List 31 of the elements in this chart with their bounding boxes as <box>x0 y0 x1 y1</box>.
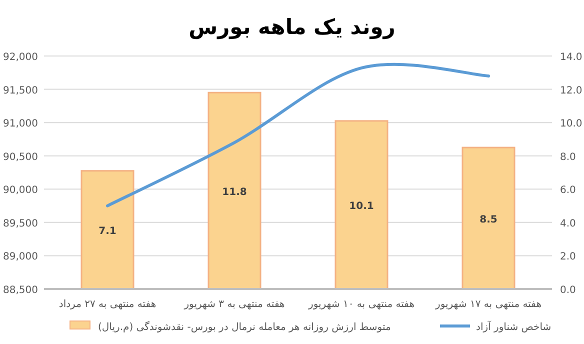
chart-title: روند یک ماهه بورس <box>188 15 396 40</box>
y2-tick-label: 0.0 <box>560 285 576 296</box>
y-tick-label: 88,500 <box>3 285 38 296</box>
y-tick-label: 89,500 <box>3 218 38 230</box>
y2-tick-label: 2.0 <box>560 252 576 263</box>
data-label: 11.8 <box>222 186 247 198</box>
bar <box>80 170 134 290</box>
x-tick-label: هفته منتهی به ۱۰ شهریور <box>308 299 414 310</box>
y-tick-label: 92,000 <box>3 52 38 63</box>
data-label: 7.1 <box>98 226 116 237</box>
y2-tick-label: 14.0 <box>560 52 582 63</box>
x-tick-label: هفته منتهی به ۳ شهریور <box>183 299 285 310</box>
y-tick-label: 89,000 <box>3 252 38 263</box>
y2-tick-label: 10.0 <box>560 118 582 130</box>
y2-tick-label: 8.0 <box>560 152 576 163</box>
y-tick-label: 90,500 <box>3 152 38 163</box>
y-tick-label: 90,000 <box>3 185 38 196</box>
bar <box>208 92 262 290</box>
legend-label: شاخص شناور آزاد <box>476 320 552 333</box>
x-tick-label: هفته منتهی به ۲۷ مرداد <box>58 299 156 310</box>
bar <box>462 146 516 290</box>
y-tick-label: 91,000 <box>3 118 38 130</box>
bar <box>334 120 388 290</box>
x-tick-label: هفته منتهی به ۱۷ شهریور <box>434 299 542 310</box>
legend-label: متوسط ارزش روزانه هر معامله نرمال در بورس- نقدشوندگی (م.ریال) <box>98 321 391 333</box>
y-tick-label: 91,500 <box>3 85 38 96</box>
y2-tick-label: 4.0 <box>560 218 576 230</box>
data-label: 10.1 <box>349 200 374 212</box>
data-label: 8.5 <box>480 214 498 226</box>
y2-tick-label: 12.0 <box>560 85 582 96</box>
y2-tick-label: 6.0 <box>560 185 576 196</box>
